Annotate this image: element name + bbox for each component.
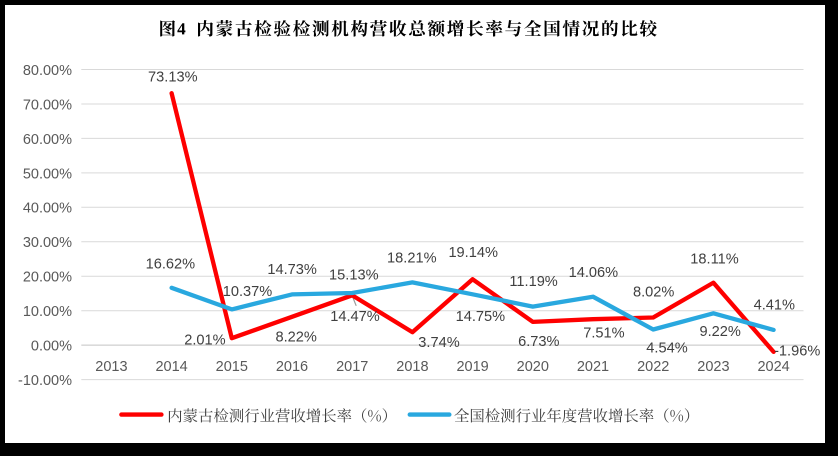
svg-text:14.47%: 14.47% — [330, 309, 380, 325]
svg-text:73.13%: 73.13% — [148, 69, 198, 85]
svg-text:20.00%: 20.00% — [23, 270, 72, 286]
svg-text:2013: 2013 — [95, 359, 127, 375]
svg-text:4.54%: 4.54% — [646, 341, 687, 357]
svg-text:2017: 2017 — [336, 359, 368, 375]
svg-text:60.00%: 60.00% — [23, 132, 72, 148]
svg-text:50.00%: 50.00% — [23, 166, 72, 182]
svg-text:19.14%: 19.14% — [448, 245, 498, 261]
svg-text:16.62%: 16.62% — [146, 257, 196, 273]
svg-text:70.00%: 70.00% — [23, 97, 72, 113]
svg-text:-1.96%: -1.96% — [774, 344, 820, 360]
svg-text:2014: 2014 — [155, 359, 187, 375]
svg-text:0.00%: 0.00% — [31, 339, 72, 355]
svg-text:2015: 2015 — [216, 359, 248, 375]
svg-text:2018: 2018 — [396, 359, 428, 375]
svg-text:-10.00%: -10.00% — [18, 373, 72, 389]
svg-text:2020: 2020 — [517, 359, 549, 375]
svg-text:14.75%: 14.75% — [456, 309, 506, 325]
svg-text:15.13%: 15.13% — [329, 268, 379, 284]
svg-text:18.21%: 18.21% — [387, 250, 437, 266]
svg-text:11.19%: 11.19% — [509, 274, 557, 290]
svg-text:6.73%: 6.73% — [518, 334, 559, 350]
svg-text:8.22%: 8.22% — [276, 330, 317, 346]
svg-text:2021: 2021 — [577, 359, 609, 375]
svg-text:14.73%: 14.73% — [267, 262, 317, 278]
svg-text:10.37%: 10.37% — [223, 284, 273, 300]
svg-text:18.11%: 18.11% — [690, 251, 738, 267]
svg-text:2023: 2023 — [697, 359, 729, 375]
svg-text:2022: 2022 — [637, 359, 669, 375]
svg-text:30.00%: 30.00% — [23, 235, 72, 251]
svg-text:8.02%: 8.02% — [633, 285, 674, 301]
svg-text:80.00%: 80.00% — [23, 63, 72, 79]
svg-text:40.00%: 40.00% — [23, 201, 72, 217]
svg-text:2019: 2019 — [456, 359, 488, 375]
svg-text:9.22%: 9.22% — [700, 324, 741, 340]
svg-text:7.51%: 7.51% — [583, 326, 624, 342]
svg-text:2024: 2024 — [757, 359, 789, 375]
svg-text:3.74%: 3.74% — [418, 335, 459, 351]
svg-text:2.01%: 2.01% — [184, 332, 225, 348]
svg-text:10.00%: 10.00% — [23, 304, 72, 320]
svg-text:2016: 2016 — [276, 359, 308, 375]
svg-text:4.41%: 4.41% — [754, 298, 795, 314]
svg-text:14.06%: 14.06% — [569, 265, 619, 281]
